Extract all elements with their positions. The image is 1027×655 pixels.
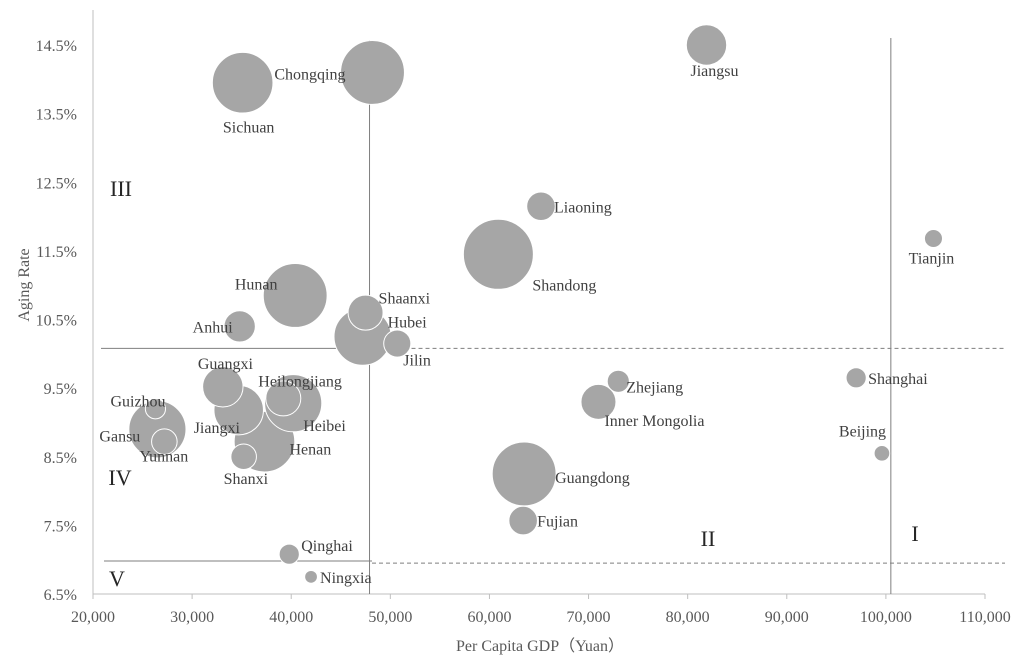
point-label: Heilongjiang [258,373,342,390]
y-tick-label: 12.5% [36,175,77,192]
point-label: Zhejiang [626,379,683,396]
bubble-guangdong [491,441,557,507]
point-label: Henan [289,442,331,459]
x-axis-title: Per Capita GDP（Yuan） [456,637,624,655]
y-tick-label: 9.5% [44,381,77,398]
bubble-ningxia [304,569,318,584]
bubble-inner-mongolia [580,383,617,420]
point-label: Gansu [99,428,140,445]
point-label: Guangxi [198,356,254,373]
point-label: Jilin [403,353,431,370]
point-label: Guizhou [110,394,165,411]
bubble-chongqing [340,39,405,105]
point-label: Shanxi [224,471,269,488]
x-tick-label: 90,000 [765,609,809,626]
bubble-shandong [462,218,534,290]
point-label: Qinghai [301,538,353,555]
point-label: Hubei [388,315,428,332]
bubble-hunan [262,263,328,328]
bubble-jiangsu [685,24,728,66]
quadrant-label: III [110,176,132,201]
point-label: Chongqing [274,66,345,83]
bubble-beijing [873,444,891,462]
point-label: Heibei [303,418,346,435]
bubble-shanxi [230,443,257,471]
x-tick-label: 30,000 [170,609,214,626]
point-label: Shandong [532,277,596,294]
x-tick-label: 100,000 [860,609,912,626]
point-labels: Jiangsu Chongqing Sichuan Liaoning Tianjin Sh… [99,63,954,587]
x-tick-label: 80,000 [666,609,710,626]
point-label: Anhui [193,319,234,336]
point-label: Liaoning [554,199,612,216]
y-tick-label: 10.5% [36,313,77,330]
bubble-liaoning [526,191,556,222]
point-label: Jiangsu [690,63,738,80]
point-label: Jiangxi [194,420,241,437]
x-tick-label: 40,000 [269,609,313,626]
bubble-jilin [383,329,412,358]
quadrant-label: V [109,566,125,591]
bubble-fujian [508,505,538,536]
point-label: Ningxia [320,570,372,587]
bubble-series [128,24,943,584]
bubble-shaanxi [347,294,384,331]
y-tick-label: 6.5% [44,587,77,604]
point-label: Shaanxi [379,291,431,308]
point-label: Beijing [839,423,886,440]
point-label: Shanghai [868,371,928,388]
bubble-shanghai [845,367,867,389]
bubble-tianjin [923,228,943,249]
y-tick-label: 14.5% [36,38,77,55]
bubble-guangxi [202,366,244,408]
point-label: Inner Mongolia [604,413,704,430]
bubble-zhejiang [606,369,630,393]
point-label: Hunan [235,276,278,293]
x-tick-label: 50,000 [368,609,412,626]
y-tick-label: 11.5% [36,244,77,261]
y-tick-label: 13.5% [36,107,77,124]
x-tick-label: 110,000 [959,609,1010,626]
y-tick-label: 7.5% [44,518,77,535]
bubble-guizhou [144,398,167,420]
point-label: Guangdong [555,470,630,487]
quadrant-label: I [911,521,918,546]
point-label: Fujian [537,514,578,531]
point-label: Sichuan [223,120,275,137]
x-tick-label: 20,000 [71,609,115,626]
bubble-anhui [223,310,256,343]
x-tick-label: 60,000 [467,609,511,626]
bubble-heilongjiang [265,380,302,417]
quadrant-dividers [101,38,1005,594]
axes: 20,000 30,000 40,000 50,000 60,000 70,000 80,0… [36,10,1011,626]
point-label: Tianjin [909,251,955,268]
bubble-qinghai [278,543,300,565]
x-tick-label: 70,000 [567,609,611,626]
bubble-sichuan [211,51,274,114]
bubble-yunnan [151,428,178,455]
quadrant-label: IV [108,465,131,490]
point-label: Yunnan [139,449,188,466]
y-axis-title: Aging Rate [16,248,33,321]
quadrant-label: II [701,526,716,551]
y-tick-label: 8.5% [44,450,77,467]
